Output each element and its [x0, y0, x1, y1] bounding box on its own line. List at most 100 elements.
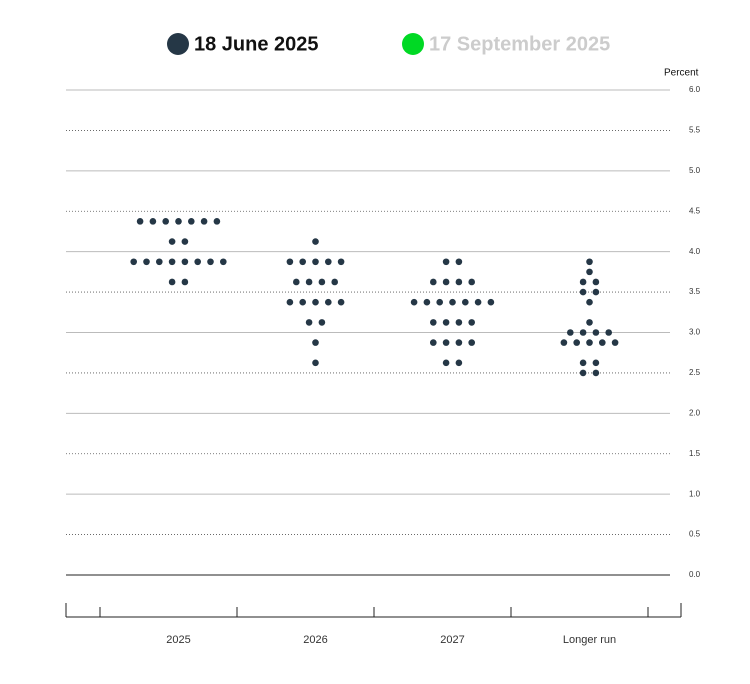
dot: [579, 288, 587, 296]
legend-label[interactable]: 17 September 2025: [429, 33, 610, 55]
dot: [423, 298, 431, 306]
dot: [579, 369, 587, 377]
dot: [442, 278, 450, 286]
dot: [468, 319, 476, 326]
dot: [455, 258, 463, 266]
dot: [487, 298, 495, 306]
y-tick-label: 5.0: [689, 166, 701, 175]
y-tick-label: 1.0: [689, 489, 701, 498]
dot: [136, 218, 144, 225]
dot: [592, 329, 600, 336]
dot: [312, 298, 319, 306]
dot: [436, 298, 444, 306]
dot: [455, 339, 463, 346]
dot: [312, 238, 319, 245]
y-axis-label: Percent: [664, 68, 699, 79]
dot: [430, 319, 437, 326]
dot: [579, 359, 587, 367]
dot: [337, 298, 345, 306]
dot: [468, 278, 476, 286]
dot: [149, 218, 157, 225]
dot: [586, 339, 593, 346]
dot: [567, 329, 574, 336]
dot: [611, 339, 619, 346]
dot: [194, 258, 201, 266]
y-tick-label: 6.0: [689, 85, 701, 94]
dot: [442, 339, 450, 346]
dot: [462, 298, 469, 306]
dot: [410, 298, 418, 306]
dot: [586, 319, 593, 326]
dot: [560, 339, 568, 346]
dot: [156, 258, 163, 266]
dot: [586, 268, 593, 276]
dot: [442, 359, 450, 367]
dot: [442, 258, 450, 266]
dot: [325, 298, 332, 306]
dot: [455, 359, 463, 367]
dot: [168, 258, 176, 266]
dot: [143, 258, 150, 266]
legend-label[interactable]: 18 June 2025: [194, 33, 319, 55]
dot: [579, 329, 587, 336]
dot: [168, 278, 176, 286]
y-tick-label: 3.0: [689, 328, 701, 337]
dot: [175, 218, 182, 225]
dot: [286, 258, 294, 266]
dot: [586, 258, 593, 266]
y-tick-label: 4.5: [689, 206, 701, 215]
x-tick-label: 2026: [303, 634, 327, 646]
dot: [337, 258, 345, 266]
y-tick-label: 4.0: [689, 247, 701, 256]
dot: [299, 298, 307, 306]
dot: [312, 359, 319, 367]
y-tick-label: 5.5: [689, 126, 701, 135]
y-tick-label: 2.5: [689, 368, 701, 377]
dot: [312, 339, 319, 346]
dot: [305, 278, 313, 286]
dot: [430, 278, 437, 286]
x-tick-label: Longer run: [563, 634, 616, 646]
dot: [579, 278, 587, 286]
dot: [200, 218, 208, 225]
x-tick-label: 2025: [166, 634, 190, 646]
dot: [299, 258, 307, 266]
dot: [312, 258, 319, 266]
dot: [181, 238, 189, 245]
dot: [430, 339, 437, 346]
dot: [592, 288, 600, 296]
dot: [455, 319, 463, 326]
legend-marker[interactable]: [167, 33, 189, 55]
y-tick-label: 2.0: [689, 408, 701, 417]
dot: [592, 359, 600, 367]
y-tick-label: 0.5: [689, 530, 701, 539]
dot: [318, 278, 326, 286]
dot: [592, 278, 600, 286]
dot: [586, 298, 593, 306]
dot: [188, 218, 195, 225]
dot: [305, 319, 313, 326]
legend-marker[interactable]: [402, 33, 424, 55]
dot: [286, 298, 294, 306]
dot: [325, 258, 332, 266]
dot: [468, 339, 476, 346]
dot: [213, 218, 221, 225]
dot: [130, 258, 137, 266]
x-tick-label: 2027: [440, 634, 464, 646]
dot: [181, 278, 189, 286]
dot: [592, 369, 600, 377]
dot: [573, 339, 580, 346]
dot: [168, 238, 176, 245]
dot: [220, 258, 227, 266]
dot: [449, 298, 456, 306]
dot: [599, 339, 606, 346]
y-tick-label: 1.5: [689, 449, 701, 458]
dot: [605, 329, 612, 336]
dot: [331, 278, 339, 286]
dot: [293, 278, 300, 286]
dot: [181, 258, 189, 266]
y-tick-label: 0.0: [689, 570, 701, 579]
dot: [162, 218, 169, 225]
